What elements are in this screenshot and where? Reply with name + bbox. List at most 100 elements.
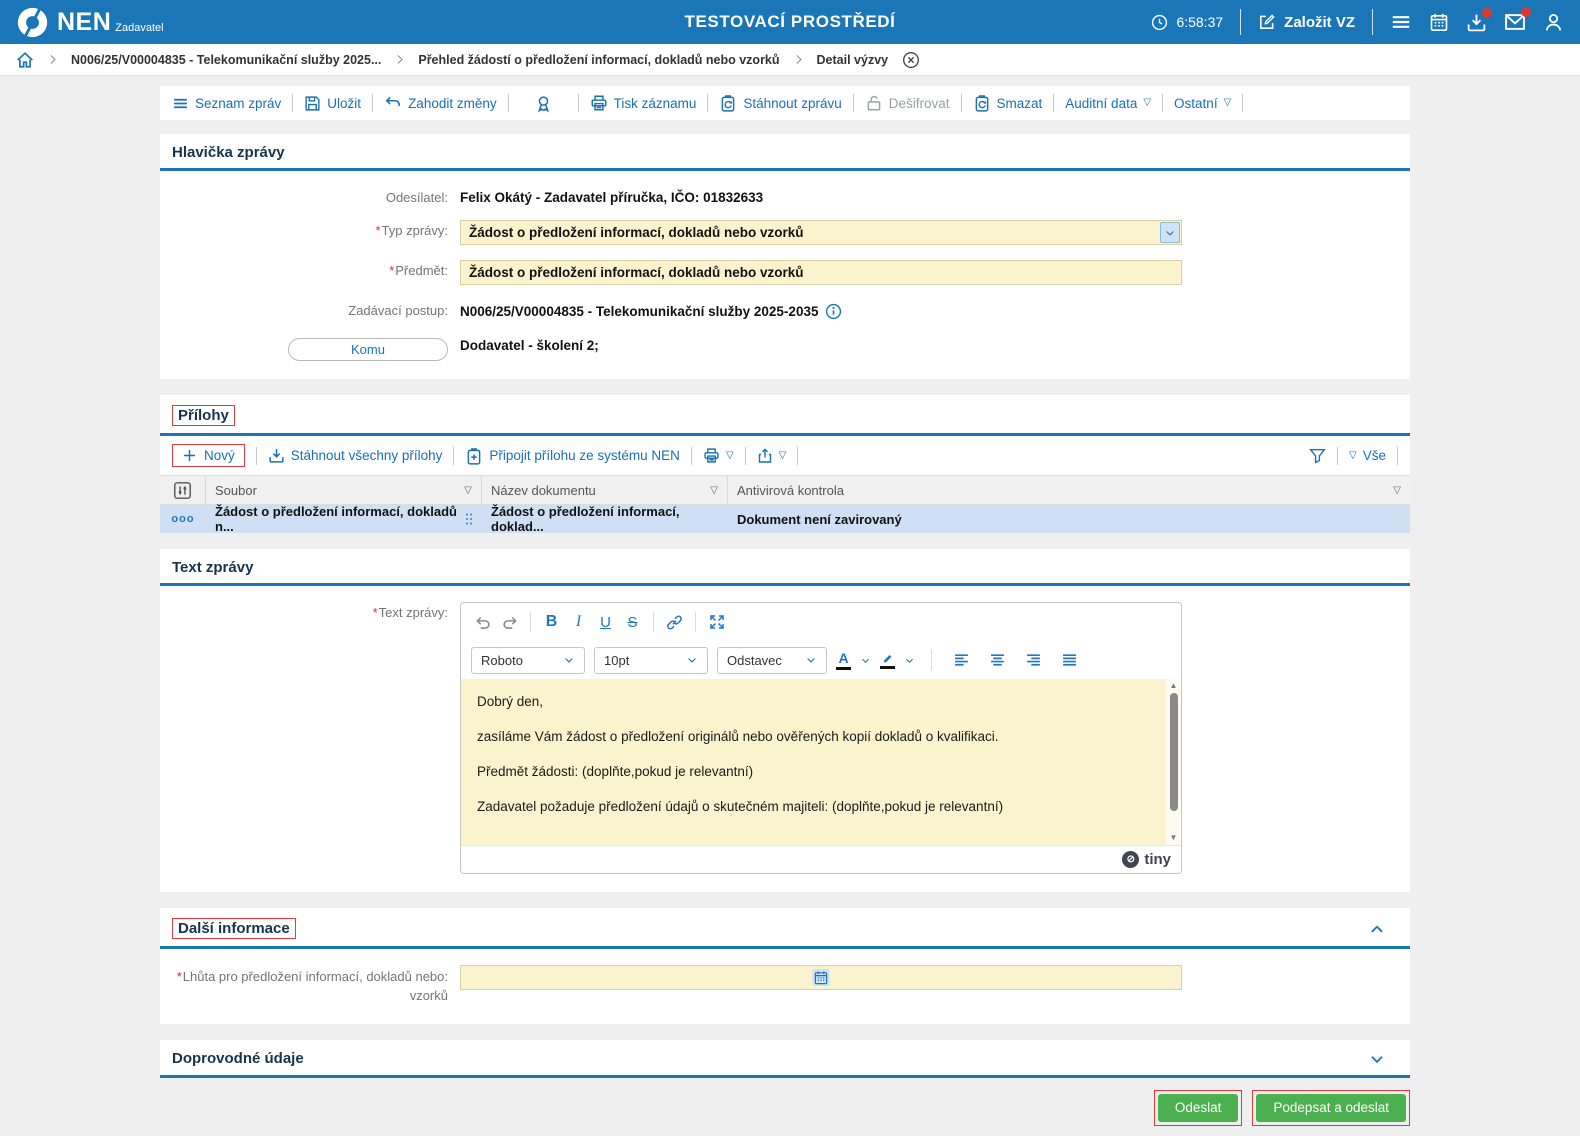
tisk-zaznamu-button[interactable]: Tisk záznamu bbox=[590, 94, 696, 112]
lhuta-date-input[interactable] bbox=[460, 965, 1182, 990]
printer-icon bbox=[703, 447, 720, 464]
breadcrumb: N006/25/V00004835 - Telekomunikační služ… bbox=[0, 44, 1580, 76]
strikethrough-button[interactable]: S bbox=[627, 613, 638, 631]
stahnout-zpravu-label: Stáhnout zprávu bbox=[743, 95, 842, 111]
nen-logo[interactable]: NEN Zadavatel bbox=[16, 6, 164, 39]
align-justify-button[interactable] bbox=[1056, 647, 1083, 674]
zalozit-vz-button[interactable]: Založit VZ bbox=[1258, 13, 1355, 31]
ostatni-dropdown[interactable]: Ostatní ▽ bbox=[1174, 96, 1231, 111]
seznam-zprav-button[interactable]: Seznam zpráv bbox=[172, 95, 281, 112]
scrollbar-thumb[interactable] bbox=[1169, 692, 1178, 811]
drag-handle-icon[interactable] bbox=[465, 512, 473, 526]
column-label: Název dokumentu bbox=[491, 482, 596, 498]
komu-button[interactable]: Komu bbox=[288, 338, 448, 361]
environment-title: TESTOVACÍ PROSTŘEDÍ bbox=[684, 12, 896, 31]
cell-nazev-dokumentu: Žádost o předložení informací, doklad... bbox=[482, 504, 728, 534]
dropdown-arrow-icon: ▽ bbox=[725, 449, 734, 461]
podepsat-a-odeslat-button[interactable]: Podepsat a odeslat bbox=[1256, 1093, 1406, 1122]
scroll-down-icon[interactable]: ▼ bbox=[1169, 833, 1178, 843]
calendar-button[interactable] bbox=[1429, 12, 1449, 32]
highlight-color-dropdown-icon[interactable] bbox=[904, 655, 915, 666]
export-attachments-dropdown[interactable]: ▽ bbox=[757, 448, 786, 464]
downloads-button[interactable] bbox=[1466, 7, 1492, 33]
redo-button[interactable] bbox=[496, 609, 523, 636]
align-left-button[interactable] bbox=[948, 647, 975, 674]
link-button[interactable] bbox=[661, 609, 688, 636]
main-menu-button[interactable] bbox=[1390, 11, 1412, 33]
toolbar-separator bbox=[744, 446, 746, 465]
collapse-section-button[interactable] bbox=[1368, 920, 1386, 938]
editor-paragraph: Zadavatel požaduje předložení údajů o sk… bbox=[477, 799, 1004, 814]
font-size-select[interactable]: 10pt bbox=[594, 646, 708, 674]
column-filter-icon[interactable]: ▽ bbox=[1393, 484, 1401, 496]
soubor-value: Žádost o předložení informací, dokladů n… bbox=[215, 504, 457, 534]
column-filter-icon[interactable]: ▽ bbox=[710, 484, 718, 496]
filter-button[interactable] bbox=[1309, 447, 1326, 464]
scroll-up-icon[interactable]: ▲ bbox=[1169, 681, 1178, 690]
editor-paragraph: Dobrý den, bbox=[477, 694, 544, 709]
typ-zpravy-value: Žádost o předložení informací, dokladů n… bbox=[469, 225, 804, 240]
ulozit-label: Uložit bbox=[327, 95, 362, 111]
certificate-button[interactable] bbox=[520, 94, 567, 113]
award-ribbon-icon bbox=[534, 94, 553, 113]
column-header-soubor[interactable]: Soubor ▽ bbox=[206, 476, 482, 504]
undo-button[interactable] bbox=[469, 609, 496, 636]
bold-button[interactable]: B bbox=[545, 613, 558, 630]
stahnout-vsechny-button[interactable]: Stáhnout všechny přílohy bbox=[268, 447, 442, 464]
chevron-down-icon bbox=[686, 654, 698, 666]
lhuta-label-line1: Lhůta pro předložení informací, dokladů … bbox=[182, 969, 448, 984]
vse-filter-button[interactable]: ▽ Vše bbox=[1349, 448, 1386, 463]
person-icon bbox=[1543, 12, 1564, 33]
predmet-input[interactable]: Žádost o předložení informací, dokladů n… bbox=[460, 260, 1182, 285]
stahnout-zpravu-button[interactable]: Stáhnout zprávu bbox=[719, 94, 842, 112]
toolbar-separator bbox=[960, 94, 962, 112]
column-header-nazev-dokumentu[interactable]: Název dokumentu ▽ bbox=[482, 476, 728, 504]
highlight-color-button[interactable] bbox=[880, 652, 895, 669]
attachment-row[interactable]: ooo Žádost o předložení informací, dokla… bbox=[160, 504, 1410, 534]
expand-section-button[interactable] bbox=[1368, 1050, 1386, 1068]
font-family-select[interactable]: Roboto bbox=[471, 646, 585, 674]
zahodit-zmeny-button[interactable]: Zahodit změny bbox=[384, 94, 497, 112]
delete-record-icon bbox=[973, 94, 991, 112]
auditni-data-dropdown[interactable]: Auditní data ▽ bbox=[1065, 96, 1151, 111]
pripojit-prilohu-button[interactable]: Připojit přílohu ze systému NEN bbox=[465, 447, 680, 465]
messages-notification-dot bbox=[1521, 7, 1531, 17]
column-filter-icon[interactable]: ▽ bbox=[464, 484, 472, 496]
column-settings-button[interactable] bbox=[160, 476, 206, 504]
smazat-button[interactable]: Smazat bbox=[973, 94, 1042, 112]
typ-zpravy-select[interactable]: Žádost o předložení informací, dokladů n… bbox=[460, 220, 1182, 245]
required-marker: * bbox=[375, 223, 381, 238]
italic-button[interactable]: I bbox=[575, 613, 582, 630]
align-center-button[interactable] bbox=[984, 647, 1011, 674]
align-right-button[interactable] bbox=[1020, 647, 1047, 674]
ulozit-button[interactable]: Uložit bbox=[304, 95, 361, 112]
predmet-label-text: Předmět: bbox=[395, 263, 448, 278]
row-actions-button[interactable]: ooo bbox=[160, 505, 206, 533]
footer-actions: Odeslat Podepsat a odeslat bbox=[160, 1088, 1410, 1136]
select-dropdown-button[interactable] bbox=[1160, 222, 1180, 243]
text-color-dropdown-icon[interactable] bbox=[860, 655, 871, 666]
breadcrumb-item-overview[interactable]: Přehled žádostí o předložení informací, … bbox=[418, 52, 780, 67]
breadcrumb-item-procedure[interactable]: N006/25/V00004835 - Telekomunikační služ… bbox=[71, 52, 382, 67]
print-attachments-dropdown[interactable]: ▽ bbox=[703, 447, 734, 464]
hamburger-icon bbox=[1390, 11, 1412, 33]
underline-button[interactable]: U bbox=[600, 613, 611, 631]
column-header-antivirova-kontrola[interactable]: Antivirová kontrola ▽ bbox=[728, 476, 1410, 504]
profile-button[interactable] bbox=[1543, 12, 1564, 33]
date-picker-calendar-icon[interactable] bbox=[812, 969, 830, 986]
text-color-button[interactable]: A bbox=[836, 651, 851, 670]
fullscreen-button[interactable] bbox=[703, 609, 730, 636]
close-tab-icon[interactable] bbox=[902, 51, 920, 69]
messages-button[interactable] bbox=[1504, 7, 1531, 33]
section-doprovodne-udaje: Doprovodné údaje bbox=[160, 1039, 1410, 1078]
paragraph-style-select[interactable]: Odstavec bbox=[717, 646, 827, 674]
novy-button[interactable]: Nový bbox=[172, 444, 245, 467]
rich-text-editor: B I U S Roboto bbox=[460, 602, 1182, 874]
home-icon[interactable] bbox=[16, 51, 34, 69]
editor-scrollbar[interactable]: ▲ ▼ bbox=[1166, 679, 1181, 845]
breadcrumb-item-detail: Detail výzvy bbox=[816, 52, 889, 67]
odeslat-button[interactable]: Odeslat bbox=[1157, 1093, 1239, 1122]
info-icon[interactable] bbox=[825, 303, 842, 320]
editor-separator bbox=[931, 650, 932, 670]
editor-content-area[interactable]: Dobrý den, zasíláme Vám žádost o předlož… bbox=[461, 679, 1181, 845]
